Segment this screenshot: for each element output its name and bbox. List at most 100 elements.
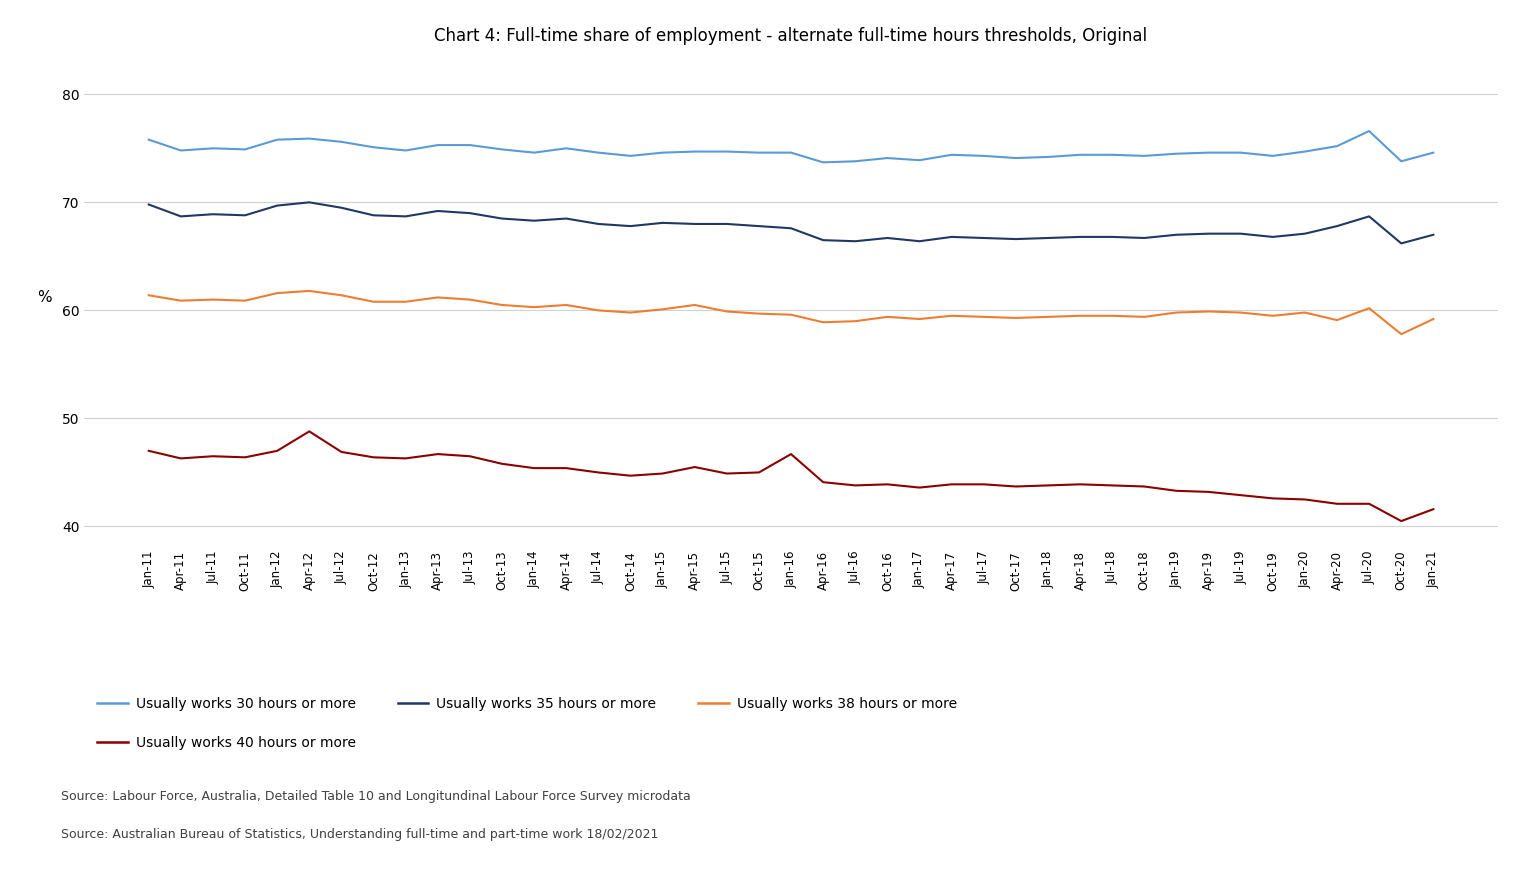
Usually works 40 hours or more [1135, 481, 1154, 492]
Usually works 30 hours or more [267, 134, 286, 145]
Usually works 30 hours or more [300, 133, 318, 144]
Usually works 40 hours or more [300, 426, 318, 437]
Usually works 40 hours or more [974, 479, 992, 490]
Usually works 35 hours or more [1359, 211, 1378, 222]
Usually works 38 hours or more [1359, 303, 1378, 314]
Usually works 35 hours or more [1200, 228, 1218, 239]
Usually works 35 hours or more [237, 210, 255, 221]
Usually works 40 hours or more [782, 449, 800, 460]
Usually works 35 hours or more [974, 232, 992, 243]
Usually works 38 hours or more [1038, 311, 1057, 322]
Usually works 38 hours or more [204, 294, 223, 305]
Usually works 38 hours or more [429, 292, 447, 302]
Usually works 38 hours or more [525, 301, 544, 312]
Usually works 38 hours or more [1135, 311, 1154, 322]
Line: Usually works 38 hours or more: Usually works 38 hours or more [149, 291, 1433, 334]
Usually works 30 hours or more [1424, 148, 1442, 158]
Usually works 30 hours or more [1071, 149, 1089, 160]
Usually works 40 hours or more [1167, 485, 1186, 496]
Usually works 35 hours or more [300, 197, 318, 208]
Line: Usually works 30 hours or more: Usually works 30 hours or more [149, 131, 1433, 163]
Usually works 30 hours or more [172, 145, 190, 156]
Usually works 30 hours or more [1264, 150, 1283, 161]
Usually works 38 hours or more [267, 288, 286, 299]
Usually works 40 hours or more [558, 463, 576, 474]
Usually works 40 hours or more [461, 451, 479, 461]
Usually works 38 hours or more [364, 296, 382, 307]
Usually works 38 hours or more [493, 300, 511, 310]
Usually works 35 hours or more [1006, 233, 1025, 244]
Usually works 30 hours or more [364, 142, 382, 153]
Usually works 40 hours or more [429, 449, 447, 460]
Usually works 30 hours or more [1038, 152, 1057, 163]
Usually works 30 hours or more [1103, 149, 1121, 160]
Usually works 40 hours or more [685, 461, 703, 472]
Usually works 40 hours or more [750, 467, 768, 477]
Usually works 38 hours or more [1200, 306, 1218, 316]
Usually works 40 hours or more [621, 470, 639, 481]
Usually works 30 hours or more [1232, 148, 1250, 158]
Legend: Usually works 40 hours or more: Usually works 40 hours or more [92, 730, 361, 755]
Usually works 40 hours or more [943, 479, 962, 490]
Usually works 35 hours or more [172, 211, 190, 222]
Usually works 35 hours or more [493, 213, 511, 224]
Usually works 40 hours or more [590, 467, 608, 477]
Usually works 35 hours or more [717, 218, 736, 229]
Usually works 30 hours or more [621, 150, 639, 161]
Usually works 38 hours or more [172, 295, 190, 306]
Usually works 30 hours or more [1006, 153, 1025, 164]
Usually works 38 hours or more [911, 314, 929, 324]
Usually works 38 hours or more [685, 300, 703, 310]
Usually works 38 hours or more [1232, 308, 1250, 318]
Usually works 30 hours or more [140, 134, 158, 145]
Usually works 38 hours or more [558, 300, 576, 310]
Usually works 35 hours or more [879, 232, 897, 243]
Usually works 40 hours or more [653, 469, 671, 479]
Usually works 35 hours or more [685, 218, 703, 229]
Usually works 30 hours or more [204, 143, 223, 154]
Usually works 35 hours or more [1232, 228, 1250, 239]
Usually works 30 hours or more [1135, 150, 1154, 161]
Usually works 35 hours or more [590, 218, 608, 229]
Usually works 35 hours or more [1135, 232, 1154, 243]
Usually works 38 hours or more [846, 316, 865, 326]
Usually works 35 hours or more [461, 208, 479, 218]
Usually works 30 hours or more [911, 155, 929, 165]
Usually works 30 hours or more [717, 146, 736, 156]
Usually works 35 hours or more [621, 221, 639, 232]
Usually works 38 hours or more [1264, 310, 1283, 321]
Usually works 35 hours or more [846, 236, 865, 247]
Usually works 35 hours or more [332, 202, 350, 213]
Usually works 30 hours or more [590, 148, 608, 158]
Usually works 35 hours or more [653, 217, 671, 228]
Usually works 30 hours or more [1359, 126, 1378, 136]
Y-axis label: %: % [37, 290, 52, 305]
Usually works 40 hours or more [717, 469, 736, 479]
Usually works 35 hours or more [1167, 230, 1186, 240]
Usually works 30 hours or more [974, 150, 992, 161]
Usually works 40 hours or more [1296, 494, 1315, 505]
Usually works 40 hours or more [911, 483, 929, 493]
Usually works 38 hours or more [974, 311, 992, 322]
Usually works 30 hours or more [396, 145, 415, 156]
Usually works 30 hours or more [653, 148, 671, 158]
Usually works 40 hours or more [204, 451, 223, 461]
Usually works 30 hours or more [1327, 141, 1346, 151]
Usually works 35 hours or more [1424, 230, 1442, 240]
Usually works 35 hours or more [525, 216, 544, 226]
Usually works 38 hours or more [621, 308, 639, 318]
Usually works 38 hours or more [1167, 308, 1186, 318]
Usually works 38 hours or more [590, 305, 608, 316]
Usually works 35 hours or more [204, 209, 223, 219]
Text: Source: Labour Force, Australia, Detailed Table 10 and Longitundinal Labour Forc: Source: Labour Force, Australia, Detaile… [61, 790, 691, 803]
Usually works 30 hours or more [429, 140, 447, 150]
Usually works 35 hours or more [1071, 232, 1089, 242]
Usually works 38 hours or more [782, 309, 800, 320]
Usually works 30 hours or more [846, 156, 865, 166]
Usually works 40 hours or more [1071, 479, 1089, 490]
Usually works 35 hours or more [1392, 238, 1410, 248]
Usually works 38 hours or more [237, 295, 255, 306]
Usually works 30 hours or more [750, 148, 768, 158]
Usually works 38 hours or more [814, 317, 833, 328]
Usually works 40 hours or more [1006, 481, 1025, 492]
